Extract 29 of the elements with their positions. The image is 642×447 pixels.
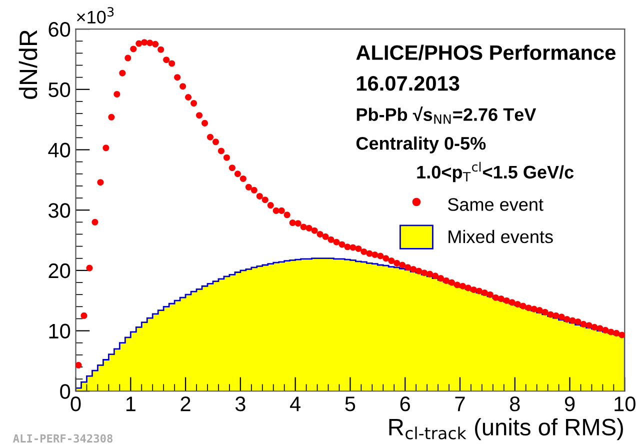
text: ALI-PERF-342308 xyxy=(13,434,112,443)
y-tick-label: 40 xyxy=(48,142,70,158)
y-tick-label: 50 xyxy=(48,82,70,98)
annotation: 1.0<p$_{T}$$^{cl}$<1.5 GeV/c xyxy=(417,162,574,182)
x-tick-label: 3 xyxy=(235,396,246,412)
annotation: 16.07.2013 xyxy=(357,76,460,91)
x-tick-label: 9 xyxy=(564,396,575,412)
y-tick-label: 20 xyxy=(48,263,70,278)
legend-label: Mixed events xyxy=(448,230,553,244)
y-axis-title: dN/dR xyxy=(18,30,38,99)
y-tick-label: 30 xyxy=(48,203,70,218)
legend-label: Same event xyxy=(448,198,544,211)
annotation: Centrality 0-5% xyxy=(356,136,486,154)
y-tick-label: 10 xyxy=(49,324,70,339)
x-axis-title: R$_{cl-track}$ (units of RMS) xyxy=(389,418,623,440)
x-tick-label: 0 xyxy=(70,396,81,412)
annotation: ALICE/PHOS Performance xyxy=(356,44,616,60)
x-tick-label: 10 xyxy=(614,396,636,412)
x-tick-label: 4 xyxy=(290,396,301,412)
x-tick-label: 5 xyxy=(345,396,356,412)
y-tick-label: 0 xyxy=(60,384,70,399)
x-tick-label: 6 xyxy=(400,396,410,412)
text: ×10$^{3}$ xyxy=(77,7,114,24)
x-tick-label: 2 xyxy=(180,396,190,412)
x-tick-label: 1 xyxy=(126,396,136,412)
y-tick-label: 60 xyxy=(48,22,70,37)
x-tick-label: 8 xyxy=(510,396,520,412)
annotation: Pb-Pb √s$_{NN}$=2.76 TeV xyxy=(356,106,536,124)
x-tick-label: 7 xyxy=(455,396,465,412)
